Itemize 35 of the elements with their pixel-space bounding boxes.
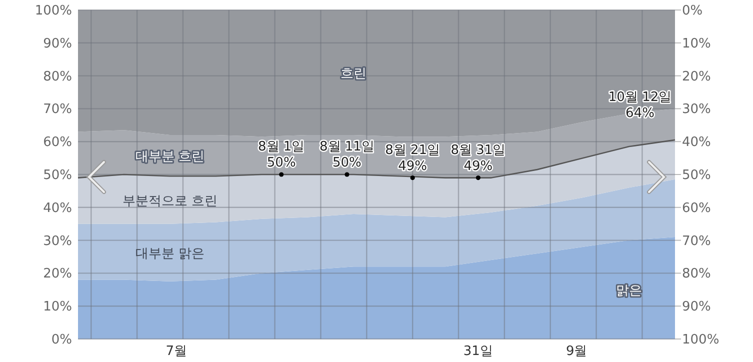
annotation: 8월 11일 50% (320, 140, 374, 170)
x-tick-label: 9월 (566, 344, 588, 359)
y-tick-label: 10% (43, 300, 72, 315)
series-label: 부분적으로 흐린 (122, 194, 218, 209)
y-tick-label: 50% (43, 168, 72, 183)
y2-tick-label: 60% (682, 200, 711, 216)
y2-tick-label: 20% (682, 69, 711, 84)
y-tick-label: 60% (43, 135, 72, 150)
y2-tick-label: 80% (682, 266, 711, 282)
series-label: 맑은 (616, 284, 642, 299)
y-tick-label: 90% (43, 36, 72, 52)
annotation: 8월 21일 49% (385, 142, 440, 174)
y2-tick-label: 10% (682, 36, 711, 52)
series-label: 대부분 맑은 (135, 246, 204, 262)
y2-tick-label: 90% (682, 300, 711, 315)
series-label: 흐린 (340, 66, 367, 82)
y-tick-label: 70% (43, 102, 72, 118)
y2-tick-label: 0% (682, 4, 703, 18)
y2-tick-label: 50% (682, 168, 711, 183)
y2-tick-label: 70% (682, 234, 711, 249)
annotation: 8월 31일 49% (450, 142, 506, 174)
y2-tick-label: 40% (682, 135, 711, 150)
y2-tick-label: 100% (682, 332, 720, 348)
y-tick-label: 40% (43, 200, 72, 216)
annotation: 8월 1일 50% (258, 140, 305, 170)
x-tick-label: 7월 (166, 344, 188, 359)
series-label: 대부분 흐린 (135, 150, 204, 165)
y-tick-label: 0% (51, 332, 72, 348)
x-tick-label: 31일 (463, 344, 493, 359)
y-tick-label: 80% (43, 69, 72, 84)
y-tick-label: 20% (43, 266, 72, 282)
y2-tick-label: 30% (682, 102, 711, 118)
y-tick-label: 30% (43, 234, 72, 249)
y-tick-label: 100% (34, 4, 72, 18)
annotation: 10월 12일 64% (608, 90, 672, 121)
